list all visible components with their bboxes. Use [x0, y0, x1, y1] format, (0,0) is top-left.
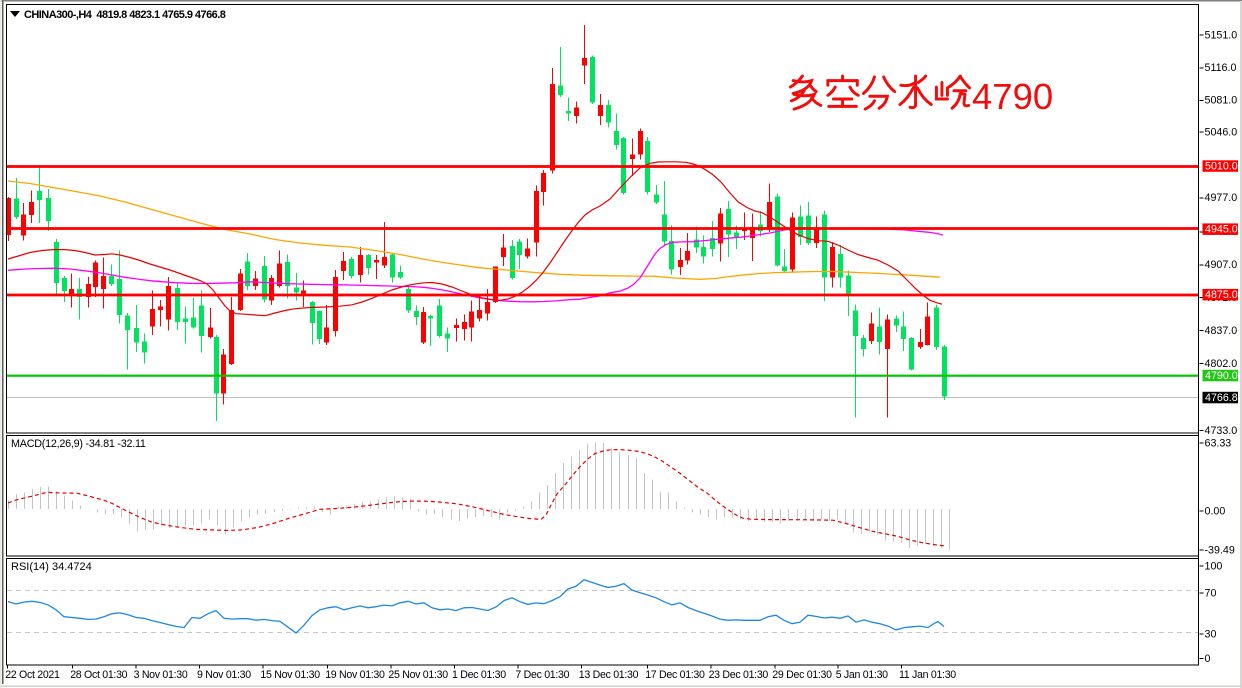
svg-text:0.00: 0.00	[1205, 505, 1226, 517]
svg-text:3 Nov 01:30: 3 Nov 01:30	[134, 669, 188, 681]
svg-text:4977.0: 4977.0	[1205, 192, 1238, 204]
svg-text:1 Dec 01:30: 1 Dec 01:30	[452, 669, 506, 681]
svg-text:4802.0: 4802.0	[1205, 358, 1238, 370]
svg-text:4837.0: 4837.0	[1205, 325, 1238, 337]
svg-text:4733.0: 4733.0	[1205, 425, 1238, 437]
svg-text:0: 0	[1205, 653, 1211, 665]
svg-text:23 Dec 01:30: 23 Dec 01:30	[709, 669, 769, 681]
svg-text:4945.0: 4945.0	[1205, 224, 1238, 236]
svg-text:-39.49: -39.49	[1205, 544, 1235, 556]
svg-text:5151.0: 5151.0	[1205, 29, 1238, 41]
svg-text:17 Dec 01:30: 17 Dec 01:30	[645, 669, 705, 681]
svg-text:4875.0: 4875.0	[1205, 289, 1238, 301]
svg-text:4790: 4790	[972, 76, 1053, 117]
svg-text:25 Nov 01:30: 25 Nov 01:30	[388, 669, 448, 681]
svg-text:4907.0: 4907.0	[1205, 259, 1238, 271]
svg-text:11 Jan 01:30: 11 Jan 01:30	[899, 669, 956, 681]
svg-text:13 Dec 01:30: 13 Dec 01:30	[579, 669, 639, 681]
svg-text:4766.8: 4766.8	[1205, 392, 1238, 404]
svg-text:28 Oct 01:30: 28 Oct 01:30	[70, 669, 127, 681]
svg-text:19 Nov 01:30: 19 Nov 01:30	[325, 669, 385, 681]
svg-text:30: 30	[1205, 628, 1217, 640]
svg-text:7 Dec 01:30: 7 Dec 01:30	[515, 669, 569, 681]
svg-text:4790.0: 4790.0	[1205, 370, 1238, 382]
svg-text:RSI(14) 34.4724: RSI(14) 34.4724	[11, 561, 92, 573]
svg-text:29 Dec 01:30: 29 Dec 01:30	[772, 669, 832, 681]
svg-text:5046.0: 5046.0	[1205, 126, 1238, 138]
svg-text:22 Oct 2021: 22 Oct 2021	[5, 669, 60, 681]
svg-text:15 Nov 01:30: 15 Nov 01:30	[260, 669, 320, 681]
svg-text:9 Nov 01:30: 9 Nov 01:30	[197, 669, 251, 681]
svg-text:5 Jan 01:30: 5 Jan 01:30	[836, 669, 888, 681]
svg-text:100: 100	[1205, 560, 1223, 572]
svg-text:MACD(12,26,9) -34.81 -32.11: MACD(12,26,9) -34.81 -32.11	[11, 438, 146, 450]
svg-text:5116.0: 5116.0	[1205, 62, 1237, 74]
svg-text:CHINA300-,H4 4819.8 4823.1 47: CHINA300-,H4 4819.8 4823.1 4765.9 4766.8	[24, 9, 226, 21]
svg-text:5010.0: 5010.0	[1205, 161, 1238, 173]
svg-text:70: 70	[1205, 587, 1217, 599]
svg-text:63.33: 63.33	[1205, 437, 1232, 449]
svg-text:5081.0: 5081.0	[1205, 95, 1238, 107]
